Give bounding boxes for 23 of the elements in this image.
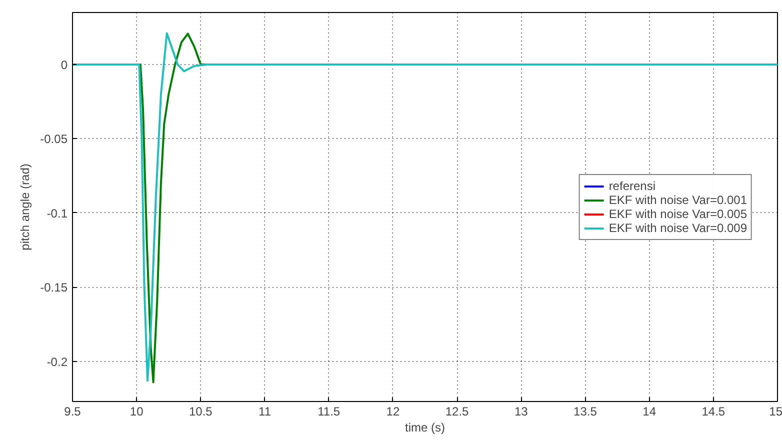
x-tick-label: 12.5 — [445, 404, 470, 418]
x-tick-label: 11 — [258, 404, 272, 418]
x-tick-label: 11.5 — [318, 404, 340, 418]
y-tick-label: -0.2 — [46, 354, 68, 369]
x-tick-label: 10.5 — [189, 404, 213, 418]
legend-label: EKF with noise Var=0.005 — [608, 206, 747, 220]
y-tick-label: 0 — [60, 58, 68, 72]
x-tick-label: 13.5 — [574, 404, 598, 418]
x-tick-label: 14 — [642, 404, 656, 418]
x-tick-label: 13 — [514, 404, 528, 418]
y-axis-title: pitch angle (rad) — [18, 164, 32, 250]
legend-label: referensi — [608, 178, 656, 192]
x-tick-label: 14.5 — [702, 404, 726, 418]
x-tick-label: 9.5 — [64, 404, 82, 418]
legend-label: EKF with noise Var=0.009 — [608, 220, 747, 234]
legend-label: EKF with noise Var=0.001 — [608, 192, 747, 206]
y-tick-label: -0.1 — [46, 206, 68, 220]
x-tick-label: 10 — [130, 404, 144, 418]
y-tick-label: -0.15 — [40, 280, 68, 295]
x-tick-label: 12 — [386, 404, 400, 418]
x-tick-label: 15 — [769, 404, 782, 418]
x-axis-title: time (s) — [405, 420, 445, 434]
y-tick-label: -0.05 — [40, 132, 68, 146]
